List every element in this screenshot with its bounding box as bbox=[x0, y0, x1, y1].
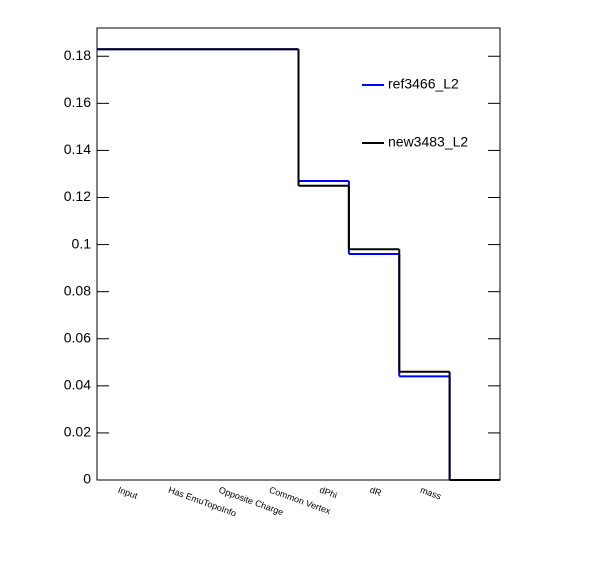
y-tick-label: 0.04 bbox=[64, 377, 91, 393]
frame bbox=[96, 27, 501, 481]
y-tick-label: 0.18 bbox=[64, 47, 91, 63]
x-tick-label: Input bbox=[117, 485, 140, 501]
y-tick-label: 0.08 bbox=[64, 282, 91, 298]
y-tick-label: 0 bbox=[83, 471, 91, 487]
y-tick-label: 0.16 bbox=[64, 94, 91, 110]
legend-label: ref3466_L2 bbox=[388, 76, 459, 92]
y-tick-label: 0.02 bbox=[64, 424, 91, 440]
x-tick-label: dR bbox=[369, 485, 384, 499]
x-tick-label: dPhi bbox=[318, 485, 338, 501]
y-tick-label: 0.14 bbox=[64, 141, 91, 157]
y-tick-label: 0.12 bbox=[64, 188, 91, 204]
y-tick-label: 0.06 bbox=[64, 329, 91, 345]
legend-label: new3483_L2 bbox=[388, 134, 468, 150]
y-tick-label: 0.1 bbox=[72, 235, 92, 251]
x-tick-label: mass bbox=[419, 485, 443, 502]
